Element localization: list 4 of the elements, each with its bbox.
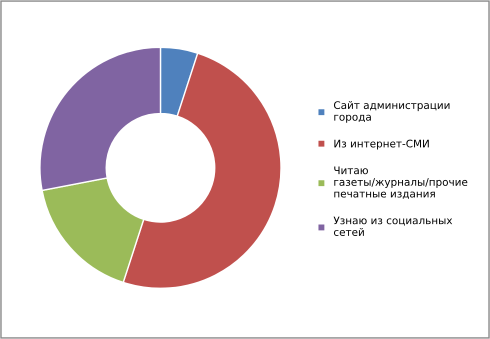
legend-label: Узнаю из социальных сетей [334, 216, 452, 236]
legend-label: Читаю газеты/журналы/прочие печатные издания [334, 166, 468, 199]
legend-label: Сайт администрации города [334, 101, 450, 123]
legend-label: Из интернет-СМИ [334, 140, 429, 150]
